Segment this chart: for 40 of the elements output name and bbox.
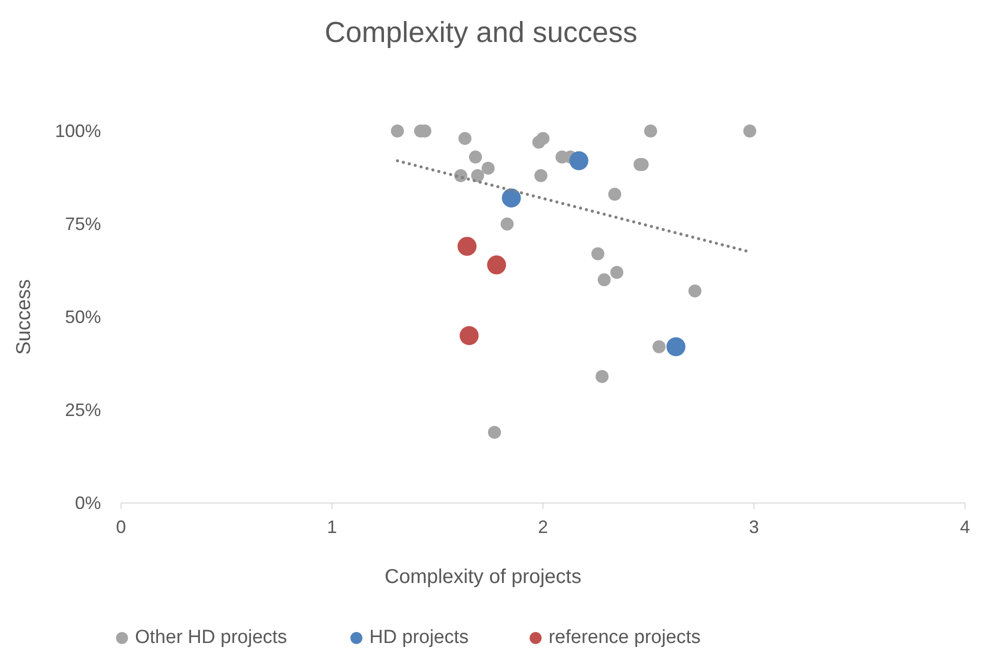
- point: [596, 370, 609, 384]
- y-tick-label: 50%: [64, 307, 101, 327]
- point: [390, 124, 404, 138]
- point: [591, 247, 604, 260]
- x-tick-label: 3: [748, 517, 760, 537]
- point: [458, 236, 477, 256]
- point: [666, 337, 686, 356]
- legend-label: Other HD projects: [135, 627, 288, 648]
- point: [500, 218, 514, 230]
- x-tick-label: 0: [116, 517, 126, 537]
- point: [598, 273, 611, 286]
- x-axis-title: Complexity of projects: [384, 566, 582, 588]
- point: [468, 150, 482, 164]
- y-tick-label: 0%: [74, 493, 101, 513]
- x-tick-label: 4: [960, 517, 970, 537]
- point: [688, 284, 702, 298]
- x-tick-label: 2: [538, 517, 548, 537]
- point: [502, 188, 521, 208]
- point: [458, 132, 472, 145]
- chart-title: Complexity and success: [324, 17, 638, 49]
- point: [644, 124, 658, 138]
- point: [610, 266, 624, 279]
- y-tick-label: 25%: [64, 400, 101, 420]
- legend-label: HD projects: [369, 627, 469, 648]
- point: [460, 326, 479, 346]
- point: [534, 169, 548, 182]
- point: [482, 162, 495, 175]
- y-tick-label: 75%: [64, 214, 101, 234]
- point: [536, 132, 550, 145]
- y-tick-label: 100%: [54, 121, 101, 141]
- point: [569, 151, 588, 170]
- point: [471, 169, 484, 182]
- point: [488, 426, 501, 439]
- point: [743, 124, 756, 138]
- legend-label: reference projects: [548, 627, 701, 648]
- y-axis-title: Success: [13, 279, 35, 355]
- point: [487, 255, 506, 274]
- point: [652, 340, 666, 354]
- x-tick-label: 1: [326, 517, 338, 537]
- point: [608, 188, 622, 201]
